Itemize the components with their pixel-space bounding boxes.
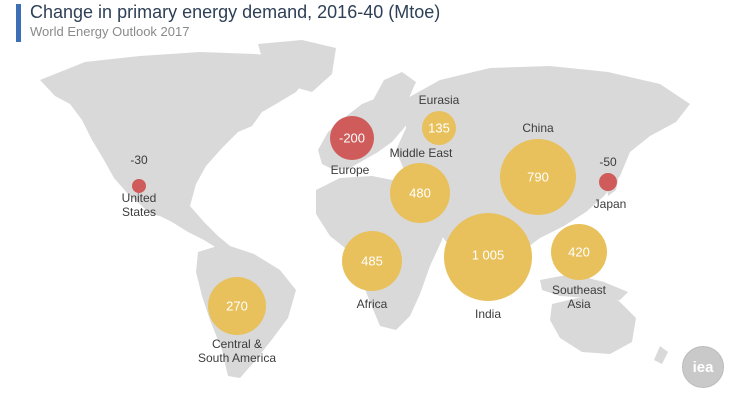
bubble-japan [599, 173, 617, 191]
map-subtitle: World Energy Outlook 2017 [30, 24, 190, 39]
bubble-middle-east [390, 163, 450, 223]
value-europe: -200 [339, 131, 365, 146]
label-central-south-america-line2: South America [198, 351, 276, 365]
region-labels: United States Central & South America Eu… [122, 93, 627, 365]
label-central-south-america-line1: Central & [212, 337, 262, 351]
bubble-india [444, 213, 532, 301]
value-china: 790 [527, 170, 549, 185]
demand-bubbles [132, 111, 617, 335]
label-eurasia: Eurasia [419, 93, 460, 107]
greenland-landmass [258, 40, 336, 92]
label-southeast-asia-line2: Asia [567, 297, 591, 311]
value-middle-east: 480 [409, 186, 431, 201]
new-zealand-landmass [654, 346, 668, 364]
label-japan: Japan [594, 197, 627, 211]
bubble-eurasia [422, 111, 456, 145]
value-united-states: -30 [130, 153, 148, 167]
bubble-africa [342, 231, 402, 291]
label-africa: Africa [357, 297, 388, 311]
value-southeast-asia: 420 [568, 245, 590, 260]
title-accent-bar [16, 4, 21, 42]
bubble-europe [330, 116, 374, 160]
bubble-southeast-asia [551, 224, 607, 280]
north-america-landmass [40, 52, 312, 250]
australia-landmass [550, 296, 636, 354]
bubble-china [500, 139, 576, 215]
value-africa: 485 [361, 254, 383, 269]
bubble-values: 270 -200 135 480 485 790 1 005 420 -30 -… [130, 121, 617, 314]
label-china: China [522, 121, 554, 135]
label-middle-east: Middle East [390, 146, 453, 160]
iea-logo-text: iea [692, 358, 714, 376]
bubble-united-states [132, 179, 146, 193]
map-title: Change in primary energy demand, 2016-40… [30, 2, 441, 22]
value-central-south-america: 270 [226, 299, 248, 314]
label-united-states-line2: States [122, 205, 156, 219]
label-europe: Europe [331, 163, 370, 177]
bubble-central-south-america [208, 277, 266, 335]
label-india: India [475, 307, 501, 321]
label-united-states-line1: United [122, 191, 157, 205]
iea-logo: iea [680, 344, 726, 390]
value-japan: -50 [599, 155, 617, 169]
value-eurasia: 135 [428, 121, 450, 136]
southeast-asia-islands [540, 274, 628, 300]
value-india: 1 005 [472, 248, 505, 263]
label-southeast-asia-line1: Southeast [552, 283, 607, 297]
